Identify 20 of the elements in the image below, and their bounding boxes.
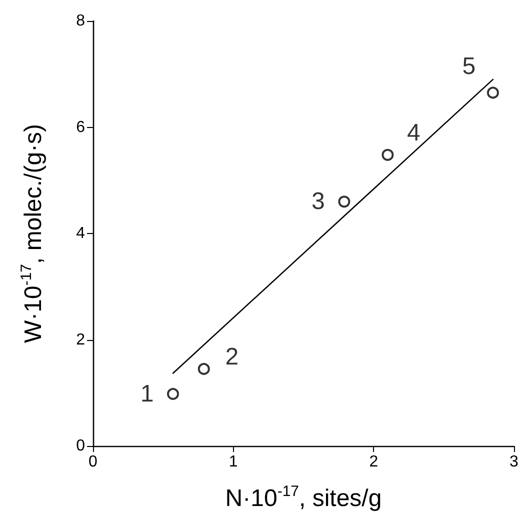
annotation: 2	[225, 343, 239, 370]
y-tick-label: 0	[76, 438, 86, 454]
y-tick-label: 2	[76, 331, 86, 348]
point	[486, 86, 499, 99]
y-tick-label: 6	[76, 118, 86, 136]
x-tick-label: 2	[369, 454, 378, 470]
x-tick-label: 1	[228, 454, 238, 470]
annotation: 1	[140, 380, 154, 408]
annotation: 4	[407, 119, 420, 146]
y-tick-label: 4	[76, 225, 86, 242]
point	[198, 362, 210, 375]
y-axis-title: W·10-17, molec./(g·s)	[18, 124, 47, 344]
annotation: 3	[312, 188, 325, 216]
point	[338, 196, 350, 208]
x-tick-label: 0	[88, 454, 98, 470]
annotation: 5	[462, 53, 476, 80]
point	[382, 148, 394, 161]
y-tick-label: 8	[76, 12, 86, 30]
x-tick-label: 3	[510, 454, 519, 470]
point	[167, 388, 179, 400]
